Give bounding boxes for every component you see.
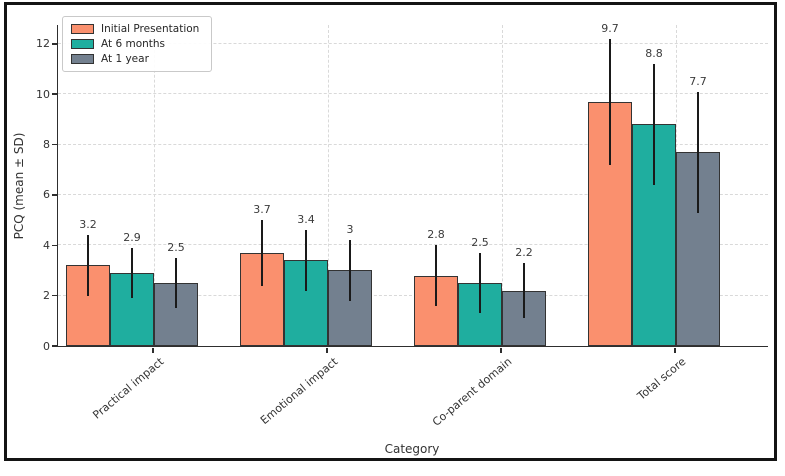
- x-tick-label: Total score: [634, 355, 689, 403]
- value-label: 2.5: [471, 235, 489, 249]
- y-tick-mark: [52, 93, 57, 95]
- x-tick-label: Practical impact: [90, 355, 167, 422]
- error-bar: [349, 240, 351, 301]
- x-tick-mark: [326, 347, 328, 353]
- error-bar: [305, 230, 307, 291]
- y-tick-label: 12: [36, 37, 50, 51]
- y-tick-label: 8: [43, 138, 50, 152]
- error-bar: [523, 262, 526, 319]
- error-bar: [130, 247, 133, 299]
- y-tick-mark: [52, 345, 57, 347]
- gridline-vertical: [328, 25, 329, 346]
- x-tick-mark: [674, 347, 676, 353]
- value-label: 3.4: [297, 213, 315, 227]
- value-label: 9.7: [601, 21, 619, 35]
- y-tick-mark: [52, 294, 57, 297]
- value-label: 3.7: [253, 203, 271, 217]
- error-bar: [696, 91, 699, 213]
- y-tick-label: 6: [43, 188, 50, 202]
- value-label: 3.2: [79, 218, 97, 232]
- legend-item: Initial Presentation: [71, 23, 199, 35]
- gridline-horizontal: [58, 193, 768, 195]
- gridline-horizontal: [58, 244, 768, 246]
- x-tick-label: Co-parent domain: [429, 355, 515, 429]
- gridline-horizontal: [58, 93, 768, 95]
- legend-label: At 1 year: [101, 53, 149, 65]
- y-tick-label: 4: [43, 238, 50, 252]
- value-label: 2.5: [167, 240, 185, 254]
- x-tick-label: Emotional impact: [257, 355, 341, 428]
- legend-color-patch: [71, 39, 94, 49]
- error-bar: [608, 38, 611, 165]
- error-bar: [174, 257, 177, 309]
- y-axis-title: PCQ (mean ± SD): [12, 132, 26, 240]
- bar-initial-presentation: [414, 275, 459, 346]
- y-tick-mark: [52, 43, 57, 45]
- value-label: 2.8: [427, 228, 445, 242]
- y-tick-mark: [52, 143, 57, 146]
- y-tick-label: 10: [36, 87, 50, 101]
- x-tick-mark: [152, 347, 154, 353]
- x-axis-title: Category: [384, 442, 440, 456]
- error-bar: [261, 220, 263, 286]
- gridline-vertical: [502, 25, 504, 346]
- gridline-horizontal: [58, 42, 768, 44]
- bar-at-6-months: [109, 273, 154, 346]
- gridline-horizontal: [58, 294, 768, 296]
- plot-area: 3.2 3.7 2.8 9.7 2.9 3.4 2.5 8.8 2.5 3 2.2 7.7: [57, 21, 768, 347]
- y-tick-mark: [52, 194, 57, 196]
- error-bar: [652, 64, 655, 185]
- y-tick-mark: [52, 244, 57, 247]
- legend-item: At 1 year: [71, 53, 199, 65]
- legend-label: At 6 months: [101, 38, 166, 50]
- value-label: 2.9: [123, 230, 141, 244]
- error-bar: [86, 235, 89, 296]
- legend-color-patch: [71, 24, 94, 34]
- value-label: 7.7: [689, 74, 707, 88]
- error-bar: [479, 252, 482, 314]
- y-tick-label: 2: [43, 289, 50, 303]
- gridline-vertical: [153, 25, 155, 346]
- gridline-horizontal: [58, 143, 768, 145]
- legend-label: Initial Presentation: [101, 23, 200, 35]
- value-label: 8.8: [645, 47, 663, 61]
- legend-color-patch: [71, 54, 94, 64]
- legend-item: At 6 months: [71, 38, 199, 50]
- value-label: 3: [346, 223, 354, 237]
- x-tick-mark: [500, 347, 502, 353]
- error-bar: [435, 245, 438, 306]
- legend: Initial Presentation At 6 months At 1 year: [62, 16, 213, 72]
- y-tick-label: 0: [43, 339, 50, 353]
- value-label: 2.2: [515, 245, 533, 259]
